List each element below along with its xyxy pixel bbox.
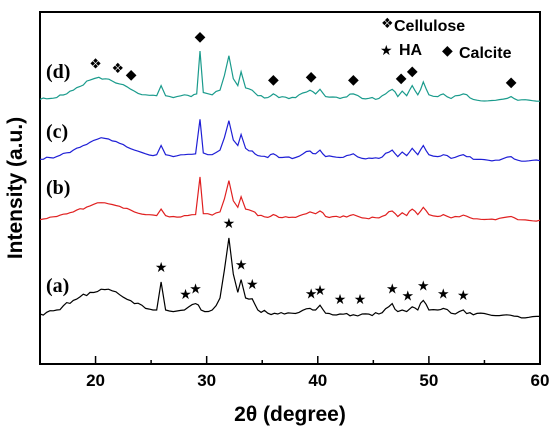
marker-ha: ★ — [155, 260, 168, 276]
marker-cellulose: ❖ — [89, 56, 102, 72]
plot-frame — [39, 11, 541, 365]
curve-label-c: (c) — [46, 121, 68, 143]
marker-calcite: ◆ — [126, 67, 137, 83]
y-axis-label: Intensity (a.u.) — [4, 117, 27, 259]
marker-calcite: ◆ — [268, 72, 279, 88]
curve-label-a: (a) — [46, 275, 69, 297]
marker-ha: ★ — [246, 277, 259, 293]
curve-b — [39, 176, 541, 222]
marker-ha: ★ — [457, 288, 470, 304]
marker-ha: ★ — [223, 216, 236, 232]
marker-ha: ★ — [386, 282, 399, 298]
pattern-curves — [39, 51, 541, 319]
x-tick-label: 40 — [308, 371, 327, 390]
marker-ha: ★ — [305, 287, 318, 303]
marker-ha: ★ — [354, 292, 367, 308]
peak-markers: ❖ ❖ ◆◆◆ ◆ ◆ ◆ ◆◆★★★★★★★★★ ★★ ★★ ★ ★ — [89, 29, 516, 308]
curve-label-b: (b) — [46, 177, 70, 199]
marker-ha: ★ — [334, 292, 347, 308]
legend-cellulose-symbol: ❖ — [381, 16, 394, 32]
curve-label-d: (d) — [46, 61, 70, 83]
marker-ha: ★ — [417, 278, 430, 294]
marker-cellulose: ❖ — [111, 61, 124, 77]
legend-calcite-label: Calcite — [459, 45, 512, 62]
marker-ha: ★ — [314, 283, 327, 299]
marker-calcite: ◆ — [506, 75, 517, 91]
legend-cellulose-label: Cellulose — [394, 18, 465, 35]
legend-ha-label: HA — [399, 42, 423, 59]
marker-ha: ★ — [401, 289, 414, 305]
x-tick-label: 60 — [531, 371, 550, 390]
legend-ha-symbol: ★ — [380, 43, 393, 59]
marker-calcite: ◆ — [306, 69, 317, 85]
x-tick-label: 20 — [86, 371, 105, 390]
marker-ha: ★ — [179, 287, 192, 303]
x-axis-label: 2θ (degree) — [234, 403, 346, 426]
marker-ha: ★ — [437, 286, 450, 302]
curve-d — [39, 51, 541, 102]
curve-a — [39, 237, 540, 319]
legend-calcite-symbol: ◆ — [442, 43, 453, 59]
marker-calcite: ◆ — [348, 72, 359, 88]
marker-ha: ★ — [189, 282, 202, 298]
curve-c — [40, 119, 541, 162]
x-axis-ticks: 20 30 40 50 60 — [39, 356, 550, 390]
marker-calcite: ◆ — [396, 71, 407, 87]
marker-calcite: ◆ — [195, 29, 206, 45]
x-tick-label: 30 — [197, 371, 216, 390]
marker-ha: ★ — [235, 258, 248, 274]
legend: ❖ Cellulose ★ HA ◆ Calcite — [380, 16, 512, 62]
curve-labels: (d) (c) (b) (a) — [46, 61, 70, 297]
marker-calcite: ◆ — [407, 64, 418, 80]
x-tick-label: 50 — [419, 371, 438, 390]
